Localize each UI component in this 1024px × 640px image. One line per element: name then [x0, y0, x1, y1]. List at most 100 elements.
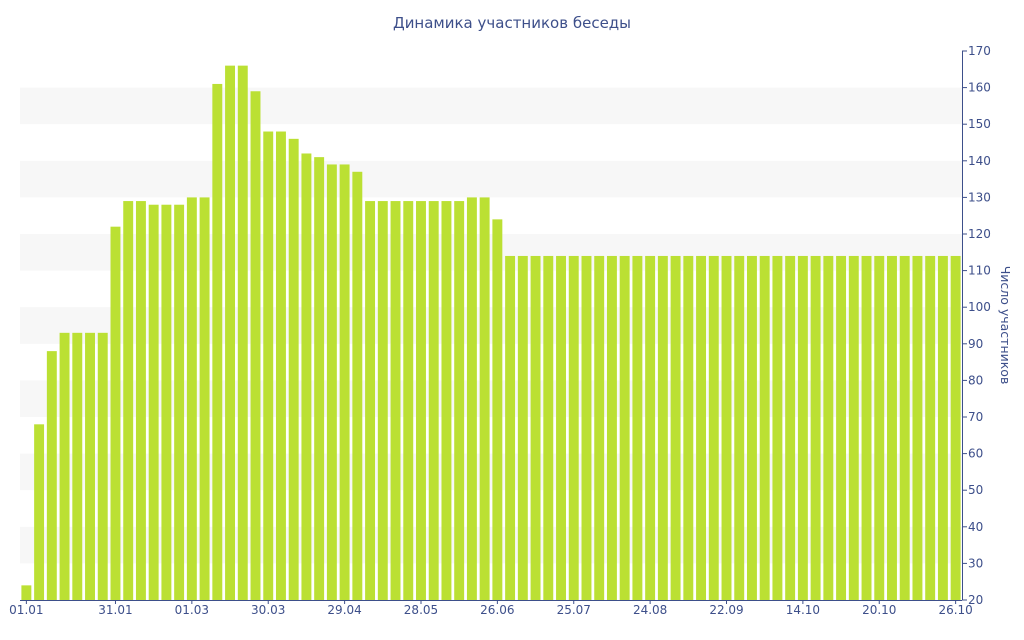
y-tick-label: 140 — [968, 154, 991, 168]
x-tick-label: 26.10 — [938, 603, 972, 617]
y-tick-label: 160 — [968, 81, 991, 95]
bar — [517, 255, 528, 600]
bar — [632, 255, 643, 600]
y-tick-label: 30 — [968, 556, 983, 570]
y-tick-label: 120 — [968, 227, 991, 241]
x-tick-label: 22.09 — [709, 603, 743, 617]
bar — [670, 255, 681, 600]
bar — [696, 255, 707, 600]
grid-band — [20, 160, 962, 198]
bar — [288, 138, 299, 600]
bar — [237, 65, 248, 600]
bar — [250, 91, 261, 600]
bar — [59, 332, 70, 600]
bar — [301, 153, 312, 601]
bar — [454, 201, 465, 600]
y-tick-label: 20 — [968, 593, 983, 607]
bar — [912, 255, 923, 600]
bar — [797, 255, 808, 600]
bar — [390, 201, 401, 600]
bar — [899, 255, 910, 600]
bar — [174, 204, 185, 600]
bar — [746, 255, 757, 600]
x-tick-label: 20.10 — [862, 603, 896, 617]
x-tick-label: 28.05 — [404, 603, 438, 617]
bar — [314, 157, 325, 600]
bar — [581, 255, 592, 600]
bar — [466, 197, 477, 600]
bar — [645, 255, 656, 600]
x-tick-label: 31.01 — [98, 603, 132, 617]
y-tick-label: 130 — [968, 190, 991, 204]
bar — [110, 226, 121, 600]
bar — [352, 171, 363, 600]
chart-title: Динамика участников беседы — [393, 14, 631, 32]
bar — [21, 585, 32, 600]
x-tick-label: 24.08 — [633, 603, 667, 617]
y-tick-label: 150 — [968, 117, 991, 131]
grid-band — [20, 87, 962, 125]
bar — [135, 201, 146, 600]
bar — [441, 201, 452, 600]
bar — [479, 197, 490, 600]
y-tick-labels: 20 30 40 50 60 70 80 90 100 110 120 130 140 150 160 170 — [968, 44, 991, 607]
bar — [619, 255, 630, 600]
bar — [810, 255, 821, 600]
y-axis-label: Число участников — [998, 266, 1013, 385]
x-tick-label: 14.10 — [786, 603, 820, 617]
bar — [772, 255, 783, 600]
bar — [403, 201, 414, 600]
bar — [34, 424, 45, 600]
bar — [377, 201, 388, 600]
x-tick-label: 30.03 — [251, 603, 285, 617]
bar — [225, 65, 236, 600]
y-tick-label: 80 — [968, 373, 983, 387]
y-tick-label: 100 — [968, 300, 991, 314]
bar — [212, 83, 223, 600]
bar — [568, 255, 579, 600]
bar — [530, 255, 541, 600]
bar — [199, 197, 210, 600]
bar — [823, 255, 834, 600]
x-tick-label: 01.01 — [9, 603, 43, 617]
y-tick-label: 90 — [968, 337, 983, 351]
bar — [543, 255, 554, 600]
bar — [365, 201, 376, 600]
bar — [937, 255, 948, 600]
bars — [21, 65, 961, 601]
y-tick-label: 40 — [968, 520, 983, 534]
grid-bands — [20, 87, 962, 564]
bar — [505, 255, 516, 600]
bar — [161, 204, 172, 600]
bar — [263, 131, 274, 600]
x-tick-labels: 01.01 31.01 01.03 30.03 29.04 28.05 26.06 25.07… — [9, 603, 973, 617]
y-tick-label: 110 — [968, 264, 991, 278]
grid-band — [20, 307, 962, 344]
bar — [123, 201, 134, 600]
grid-band — [20, 526, 962, 564]
bar — [887, 255, 897, 600]
y-tick-label: 70 — [968, 410, 983, 424]
x-tick-label: 29.04 — [327, 603, 361, 617]
bar — [594, 255, 605, 600]
bar — [836, 255, 847, 600]
x-tick-label: 01.03 — [175, 603, 209, 617]
y-tick-label: 50 — [968, 483, 983, 497]
bar — [492, 219, 503, 601]
bar — [874, 255, 885, 600]
bar — [416, 201, 426, 600]
bar — [950, 255, 961, 600]
bar — [85, 332, 95, 600]
bar — [721, 255, 732, 600]
bar — [683, 255, 694, 600]
grid-band — [20, 380, 962, 417]
bar — [708, 255, 719, 600]
bar — [785, 255, 796, 600]
bar — [606, 255, 617, 600]
bar — [339, 164, 350, 600]
bar — [657, 255, 668, 600]
bar — [275, 131, 286, 600]
bar — [46, 351, 57, 600]
grid-band — [20, 453, 962, 491]
